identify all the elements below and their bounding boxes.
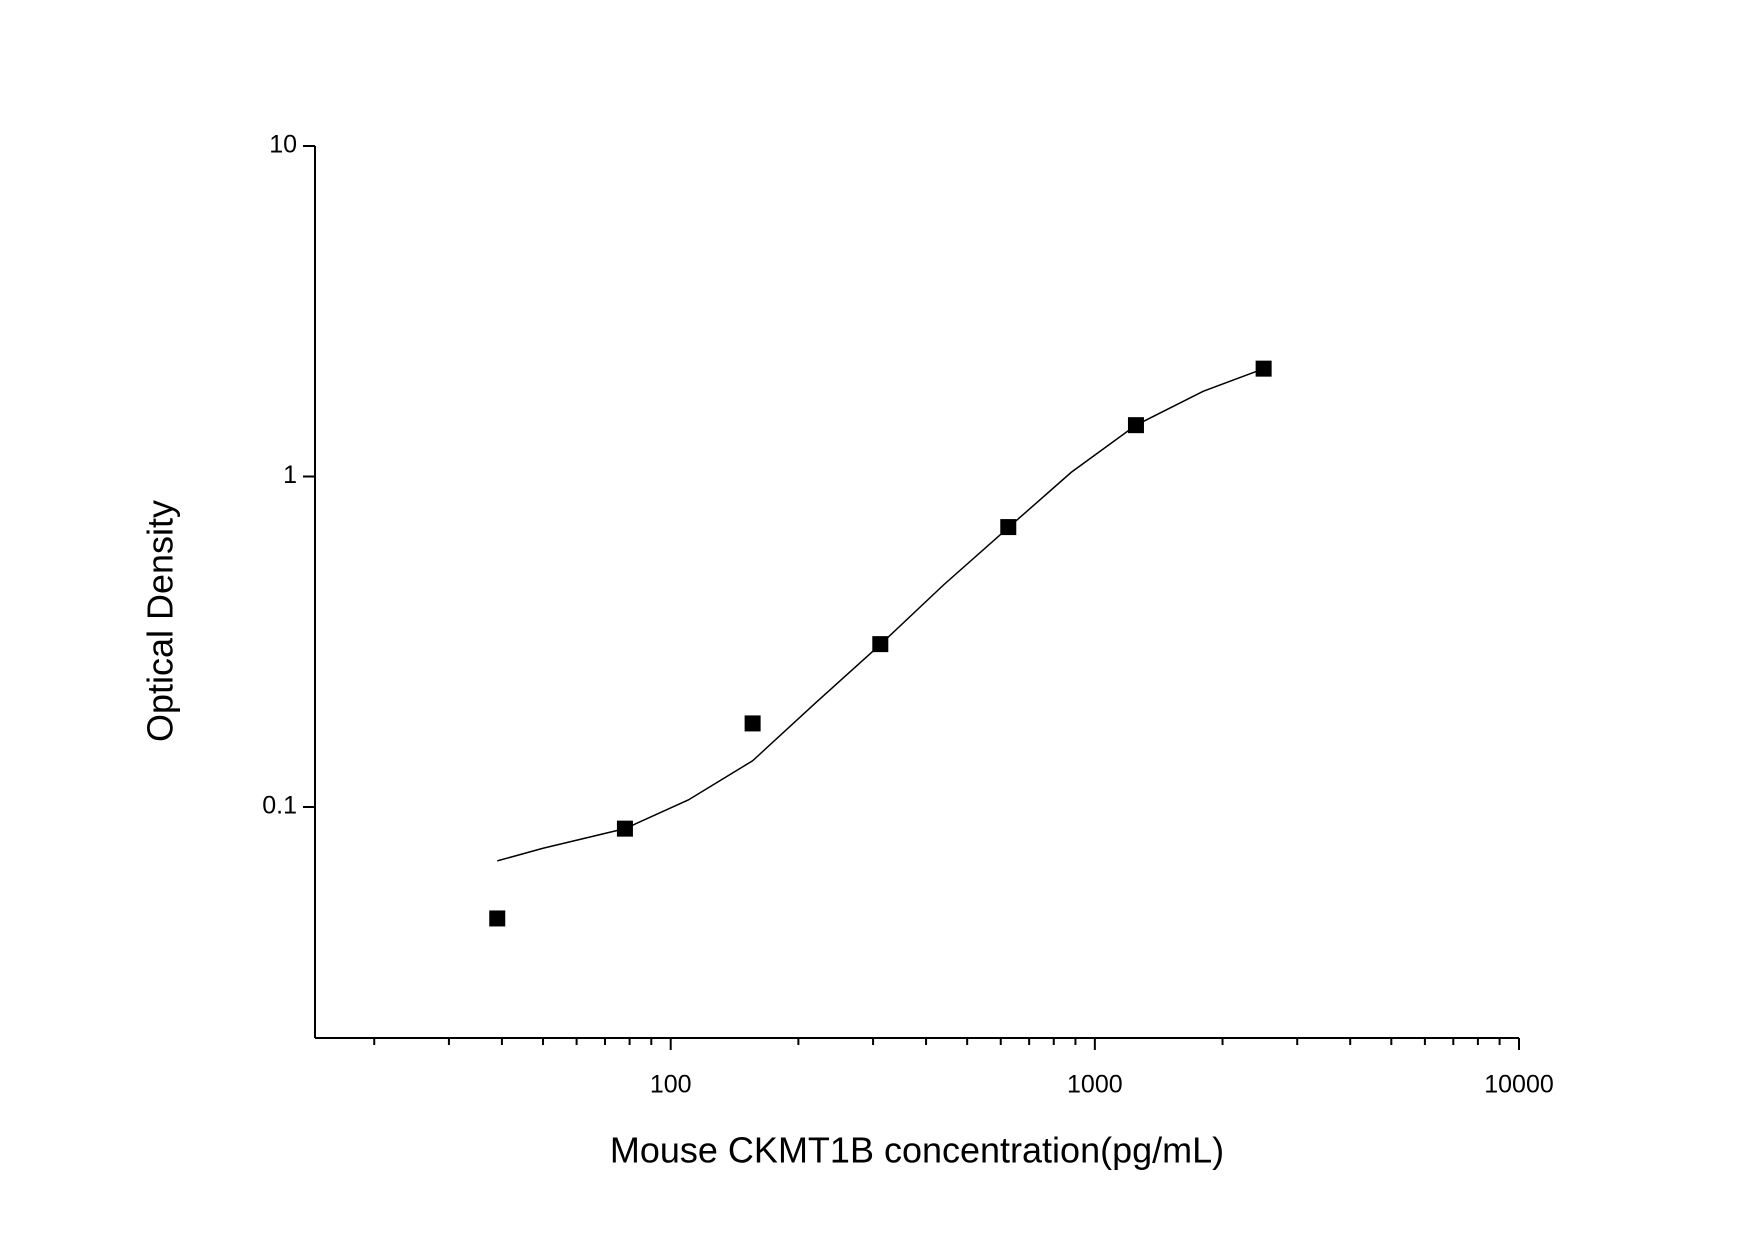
y-axis-title: Optical Density xyxy=(140,500,181,742)
x-tick-label: 1000 xyxy=(1067,1071,1123,1099)
x-axis-title: Mouse CKMT1B concentration(pg/mL) xyxy=(610,1130,1224,1171)
fit-curve xyxy=(497,367,1264,862)
x-tick-label: 100 xyxy=(650,1071,692,1099)
y-tick-label: 1 xyxy=(283,461,297,489)
y-tick-label: 10 xyxy=(269,131,297,159)
y-tick-label: 0.1 xyxy=(262,792,297,820)
data-point xyxy=(489,910,506,927)
data-point xyxy=(744,715,761,732)
x-tick-label: 10000 xyxy=(1484,1071,1554,1099)
